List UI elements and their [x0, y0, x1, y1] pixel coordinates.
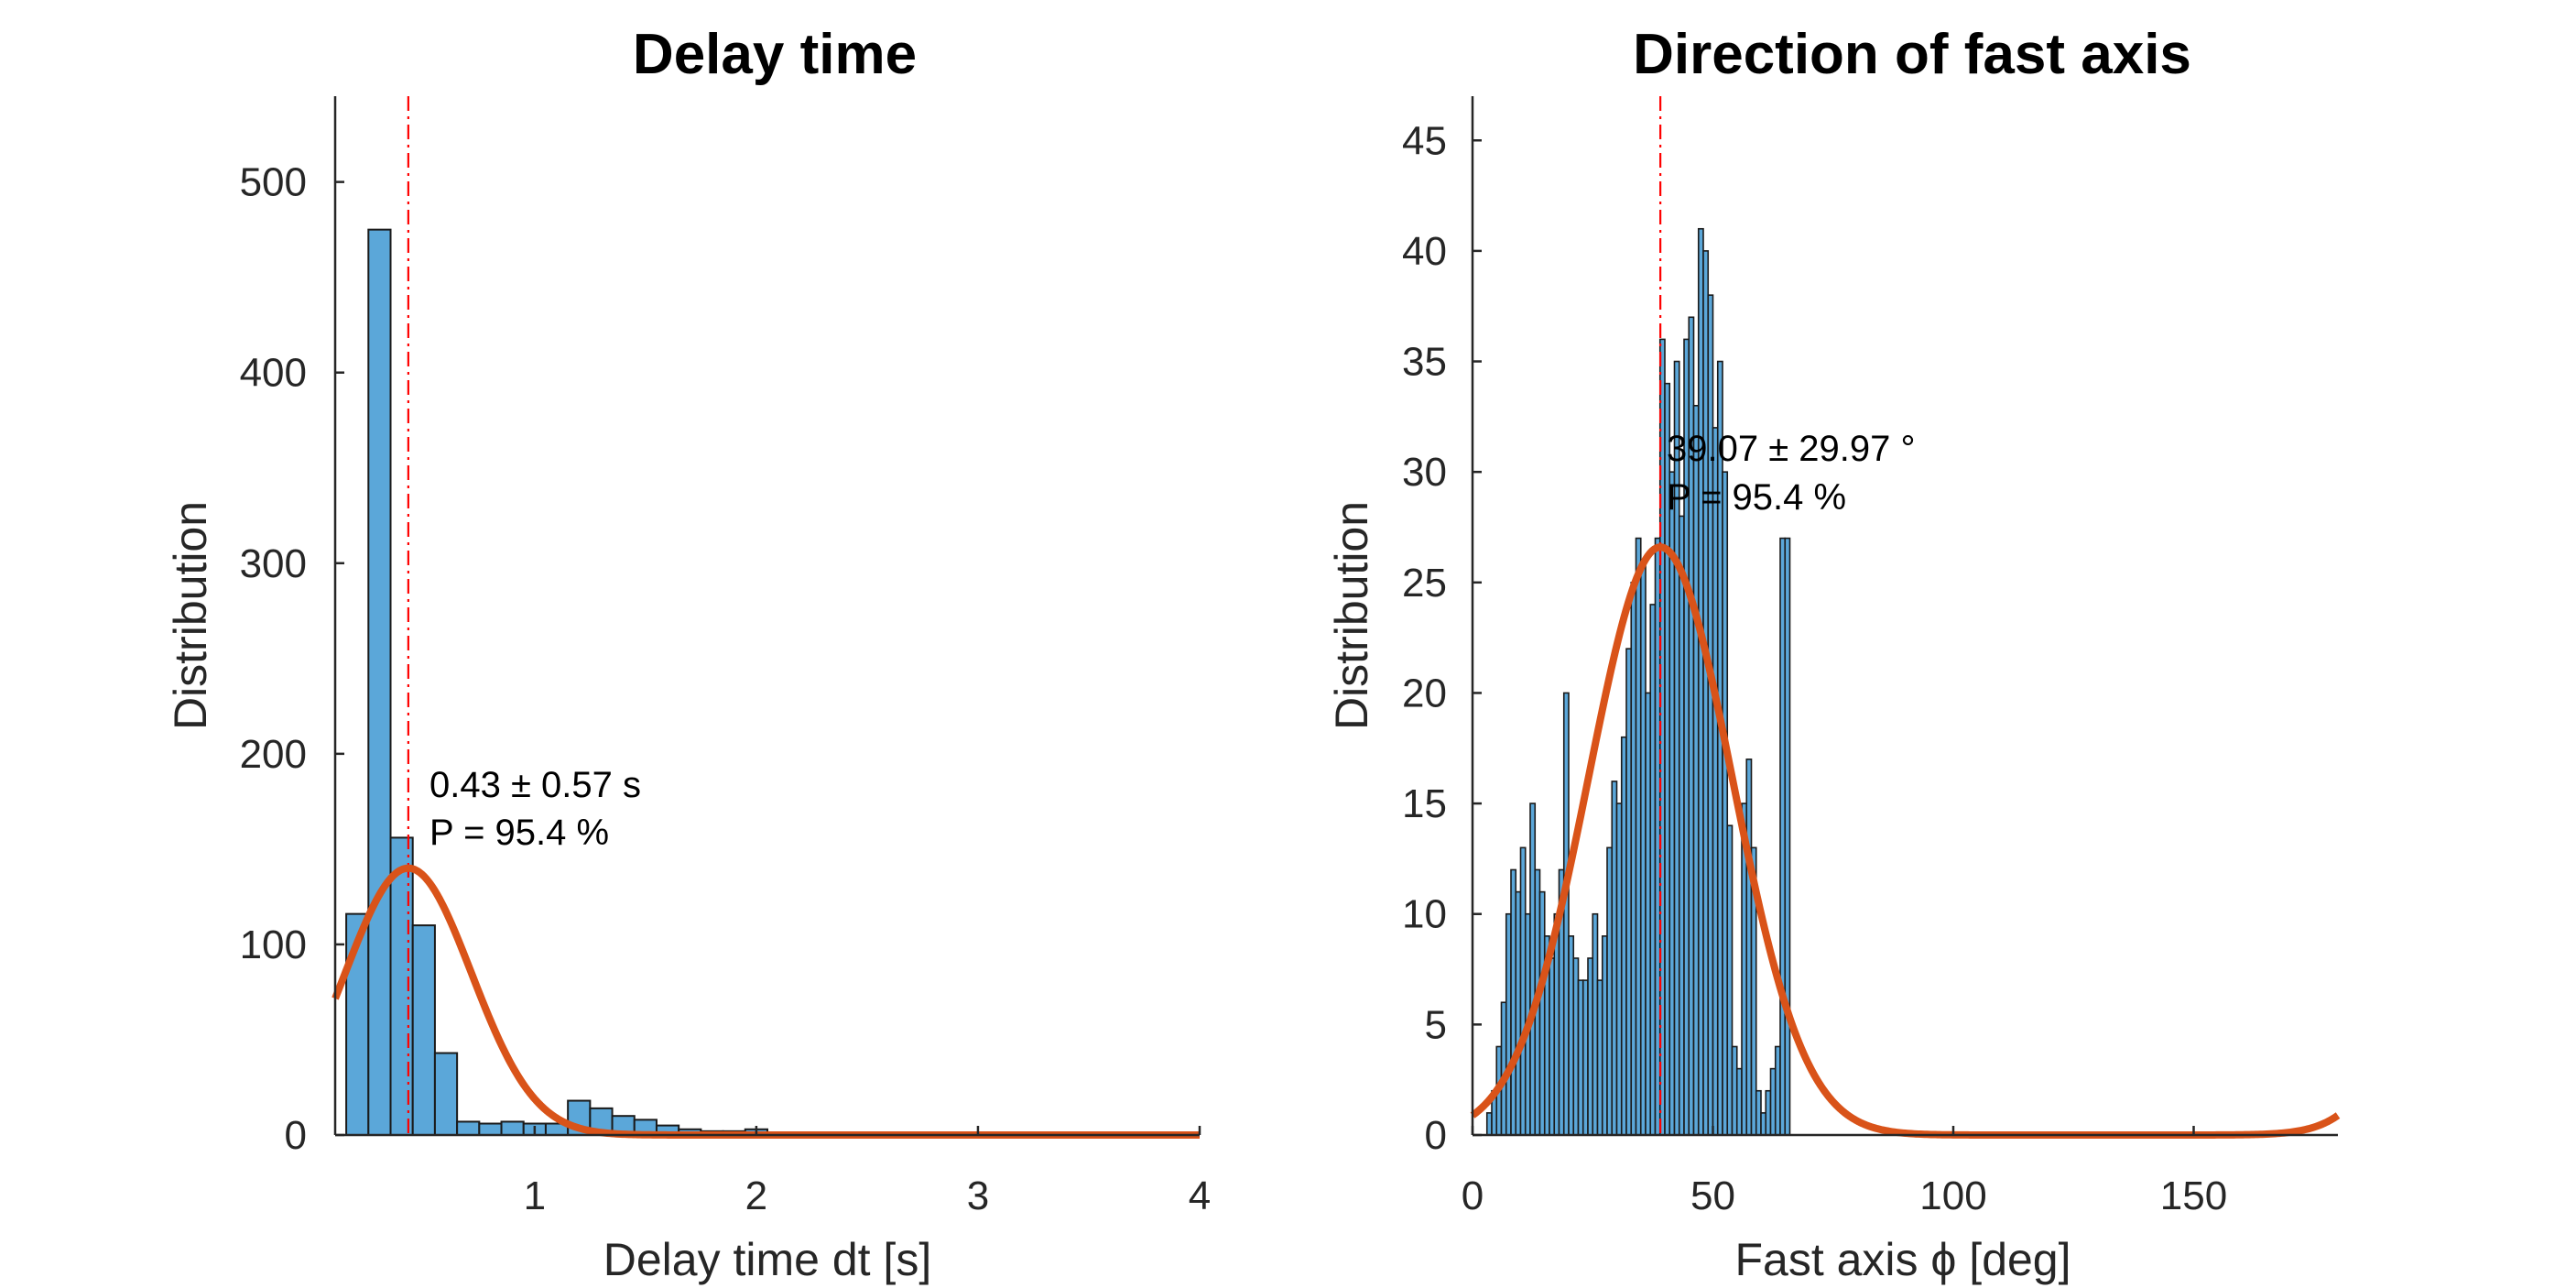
- delay-time-annotation-mean: 0.43 ± 0.57 s: [429, 765, 641, 805]
- fast-axis-y-tick-label: 20: [1402, 671, 1447, 715]
- fast-axis-annotation-mean: 39.07 ± 29.97 °: [1667, 429, 1915, 469]
- fast-axis-y-tick-label: 0: [1425, 1113, 1447, 1158]
- fast-axis-y-tick-label: 5: [1425, 1002, 1447, 1047]
- delay-time-bar: [456, 1120, 481, 1136]
- delay-time-x-tick-label: 4: [1189, 1173, 1211, 1218]
- fast-axis-y-label: Distribution: [1326, 501, 1377, 730]
- delay-time-y-tick-label: 300: [240, 541, 307, 586]
- delay-time-bar: [478, 1122, 503, 1137]
- fast-axis-title: Direction of fast axis: [1633, 23, 2191, 86]
- delay-time-y-tick-label: 400: [240, 351, 307, 396]
- delay-time-bar: [411, 924, 436, 1136]
- fast-axis-y-tick-label: 35: [1402, 340, 1447, 385]
- delay-time-bar: [433, 1052, 459, 1136]
- delay-time-annotation-probability: P = 95.4 %: [429, 813, 609, 853]
- delay-time-bar: [500, 1120, 525, 1136]
- delay-time-y-tick-label: 200: [240, 732, 307, 777]
- delay-time-panel: 0 100 200 300 400 500 1 2 3 4 Delay time Delay t…: [165, 23, 1211, 1285]
- fast-axis-x-tick-label: 50: [1690, 1173, 1735, 1218]
- delay-time-y-tick-label: 500: [240, 160, 307, 205]
- fast-axis-bar: [1784, 537, 1791, 1136]
- fast-axis-y-tick-label: 45: [1402, 118, 1447, 163]
- delay-time-x-ticks: 1 2 3 4: [524, 1126, 1211, 1218]
- fast-axis-y-tick-label: 15: [1402, 781, 1447, 826]
- fast-axis-x-label: Fast axis ϕ [deg]: [1734, 1234, 2071, 1285]
- fast-axis-y-tick-label: 25: [1402, 561, 1447, 606]
- fast-axis-y-tick-label: 30: [1402, 450, 1447, 495]
- fast-axis-x-tick-label: 0: [1462, 1173, 1484, 1218]
- fast-axis-x-tick-label: 150: [2160, 1173, 2227, 1218]
- delay-time-y-label: Distribution: [165, 501, 216, 730]
- fast-axis-y-tick-label: 10: [1402, 892, 1447, 937]
- delay-time-title: Delay time: [633, 23, 917, 86]
- delay-time-x-tick-label: 1: [524, 1173, 546, 1218]
- delay-time-x-label: Delay time dt [s]: [603, 1234, 931, 1285]
- fast-axis-x-tick-label: 100: [1919, 1173, 1986, 1218]
- fast-axis-panel: 0 5 10 15 20 25 30 35 40 45 0 50 100 150 Direction o…: [1326, 23, 2341, 1285]
- delay-time-y-tick-label: 0: [285, 1113, 307, 1158]
- fast-axis-x-ticks: 0 50 100 150: [1462, 1126, 2227, 1218]
- delay-time-bar: [389, 836, 414, 1136]
- delay-time-x-tick-label: 2: [745, 1173, 767, 1218]
- delay-time-y-tick-label: 100: [240, 922, 307, 967]
- delay-time-y-ticks: 0 100 200 300 400 500: [240, 160, 344, 1158]
- fast-axis-annotation-probability: P = 95.4 %: [1667, 477, 1846, 518]
- fast-axis-y-tick-label: 40: [1402, 229, 1447, 274]
- delay-time-histogram: [345, 228, 768, 1137]
- delay-time-x-tick-label: 3: [967, 1173, 989, 1218]
- delay-time-bar: [367, 228, 392, 1137]
- fast-axis-y-ticks: 0 5 10 15 20 25 30 35 40 45: [1402, 118, 1482, 1158]
